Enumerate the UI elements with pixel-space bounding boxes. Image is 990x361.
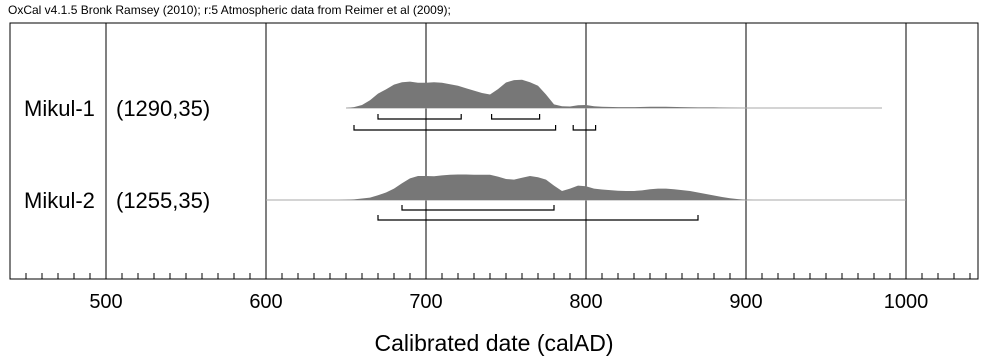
chart-credit: OxCal v4.1.5 Bronk Ramsey (2010); r:5 At…	[8, 3, 451, 17]
sample-name-label: Mikul-2	[24, 188, 95, 213]
probability-distribution-Mikul-2	[338, 174, 754, 200]
series-Mikul-1: Mikul-1 (1290,35)	[24, 79, 882, 131]
grid-lines	[105, 23, 907, 279]
tick-label-500: 500	[89, 291, 122, 313]
tick-label-700: 700	[409, 291, 442, 313]
sigma1-range-bracket	[401, 205, 555, 211]
sigma1-range-bracket	[377, 114, 462, 120]
sample-params-label: (1290,35)	[116, 96, 210, 121]
axis-ticks	[9, 267, 971, 279]
sigma2-range-bracket	[572, 125, 597, 131]
sigma2-range-bracket	[353, 125, 557, 131]
tick-label-800: 800	[569, 291, 602, 313]
series-Mikul-2: Mikul-2 (1255,35)	[24, 174, 906, 221]
tick-label-1000: 1000	[884, 291, 929, 313]
x-axis-title: Calibrated date (calAD)	[374, 330, 613, 356]
series-group: Mikul-1 (1290,35) Mikul-2 (1255,35)	[24, 79, 906, 221]
tick-label-900: 900	[729, 291, 762, 313]
tick-label-600: 600	[249, 291, 282, 313]
probability-distribution-Mikul-1	[346, 79, 746, 108]
sample-params-label: (1255,35)	[116, 188, 210, 213]
plot-frame	[9, 22, 979, 280]
sigma2-range-bracket	[377, 215, 699, 221]
sample-name-label: Mikul-1	[24, 96, 95, 121]
sigma1-range-bracket	[491, 114, 541, 120]
axis-tick-labels: 500 600 700 800 900 1000	[89, 291, 928, 313]
